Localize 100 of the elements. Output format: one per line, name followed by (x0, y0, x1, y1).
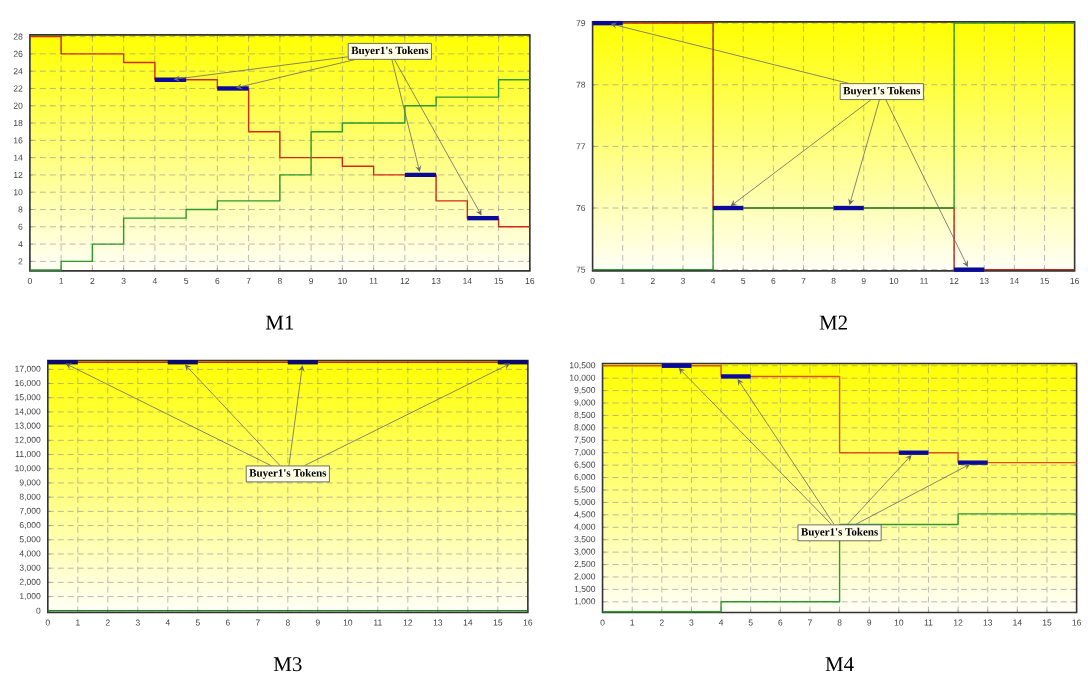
x-tick-label: 12 (400, 277, 410, 284)
y-tick-label: 2,000 (19, 578, 41, 586)
annotation: Buyer1's Tokens (351, 46, 429, 57)
x-tick-label: 4 (152, 277, 157, 284)
y-tick-label: 2,000 (574, 573, 596, 581)
x-tick-label: 12 (953, 619, 963, 626)
x-tick-label: 8 (831, 277, 836, 285)
y-tick-label: 8 (18, 206, 23, 213)
y-tick-label: 28 (13, 33, 23, 40)
x-axis-title: M2 (819, 315, 847, 330)
y-tick-label: 9,500 (574, 387, 596, 395)
x-tick-label: 8 (277, 277, 282, 285)
x-tick-label: 6 (215, 277, 220, 285)
x-tick-label: 8 (837, 619, 842, 626)
y-tick-label: 9,000 (574, 399, 596, 407)
y-tick-label: 3,000 (19, 564, 41, 572)
y-tick-label: 6,000 (574, 474, 596, 482)
x-tick-label: 14 (1013, 619, 1022, 626)
y-tick-label: 6,500 (574, 461, 596, 469)
x-tick-label: 6 (771, 277, 776, 285)
x-tick-label: 5 (184, 277, 189, 284)
y-tick-label: 2 (18, 258, 23, 265)
x-tick-label: 3 (689, 619, 694, 626)
x-tick-label: 12 (950, 277, 959, 284)
annotation: Buyer1's Tokens (249, 468, 327, 479)
y-tick-label: 7,000 (19, 507, 41, 515)
y-tick-label: 8,000 (574, 424, 596, 432)
y-tick-label: 4,000 (574, 523, 596, 531)
y-tick-label: 3,000 (574, 548, 596, 556)
y-tick-label: 78 (576, 81, 586, 88)
x-tick-label: 10 (889, 277, 899, 285)
x-tick-label: 4 (710, 277, 716, 284)
x-tick-label: 7 (801, 277, 806, 284)
x-tick-label: 4 (165, 619, 170, 626)
x-tick-label: 5 (195, 619, 200, 626)
y-tick-label: 77 (576, 143, 586, 150)
y-tick-label: 5,000 (19, 536, 41, 544)
y-tick-label: 7,500 (574, 436, 596, 444)
x-tick-label: 6 (225, 619, 230, 626)
annotation: Buyer1's Tokens (801, 527, 878, 538)
y-tick-label: 2,500 (574, 561, 596, 569)
y-tick-label: 14,000 (15, 408, 41, 416)
y-tick-label: 10,000 (15, 465, 41, 473)
x-tick-label: 14 (463, 277, 472, 284)
y-tick-label: 5,000 (574, 498, 596, 506)
x-tick-label: 9 (861, 277, 866, 285)
y-tick-label: 0 (36, 607, 41, 614)
x-tick-label: 16 (1072, 619, 1081, 626)
x-tick-label: 2 (650, 277, 655, 284)
y-tick-label: 22 (13, 85, 23, 92)
y-tick-label: 16 (13, 137, 23, 144)
x-tick-label: 16 (1070, 277, 1079, 285)
x-tick-label: 9 (315, 619, 320, 626)
y-tick-label: 79 (576, 20, 586, 27)
x-tick-label: 7 (808, 619, 812, 626)
x-tick-label: 15 (493, 619, 503, 626)
y-tick-label: 10 (13, 189, 23, 196)
x-tick-label: 3 (135, 619, 140, 626)
x-tick-label: 9 (309, 277, 314, 285)
x-tick-label: 13 (433, 619, 443, 626)
y-tick-label: 76 (576, 205, 586, 212)
y-tick-label: 13,000 (15, 422, 41, 430)
x-tick-label: 1 (620, 277, 625, 284)
x-tick-label: 15 (1042, 619, 1052, 626)
y-tick-label: 17,000 (15, 365, 41, 373)
x-axis-title: M3 (273, 657, 302, 672)
x-tick-label: 5 (741, 277, 746, 284)
annotation: Buyer1's Tokens (843, 86, 921, 97)
x-tick-label: 16 (525, 277, 535, 285)
x-tick-label: 11 (374, 619, 382, 626)
x-tick-label: 14 (463, 619, 473, 626)
x-tick-label: 1 (630, 619, 635, 626)
x-tick-label: 10 (338, 277, 347, 285)
x-tick-label: 15 (1040, 277, 1049, 284)
y-tick-label: 1,000 (574, 598, 596, 606)
x-tick-label: 13 (980, 277, 989, 285)
y-tick-label: 10,500 (569, 362, 596, 370)
y-tick-label: 1,500 (574, 585, 596, 593)
x-tick-label: 3 (121, 277, 126, 285)
x-tick-label: 11 (369, 277, 378, 284)
y-tick-label: 24 (13, 68, 23, 75)
x-tick-label: 4 (718, 619, 724, 626)
y-tick-label: 15,000 (15, 394, 41, 402)
x-tick-label: 8 (285, 619, 290, 626)
y-tick-label: 4,000 (19, 550, 41, 558)
x-tick-label: 7 (246, 277, 251, 284)
x-tick-label: 3 (680, 277, 685, 285)
y-tick-label: 18 (13, 120, 23, 127)
x-tick-label: 2 (90, 277, 95, 284)
x-tick-label: 10 (343, 619, 353, 626)
y-tick-label: 4 (18, 241, 23, 248)
y-tick-label: 8,000 (19, 493, 41, 501)
y-tick-label: 20 (13, 102, 23, 109)
x-tick-label: 7 (255, 619, 260, 626)
y-tick-label: 8,500 (574, 411, 596, 420)
x-tick-label: 11 (920, 277, 929, 284)
y-tick-label: 11,000 (15, 451, 41, 459)
y-tick-label: 3,500 (574, 536, 596, 544)
x-tick-label: 13 (431, 277, 441, 285)
y-tick-label: 6,000 (19, 522, 41, 530)
